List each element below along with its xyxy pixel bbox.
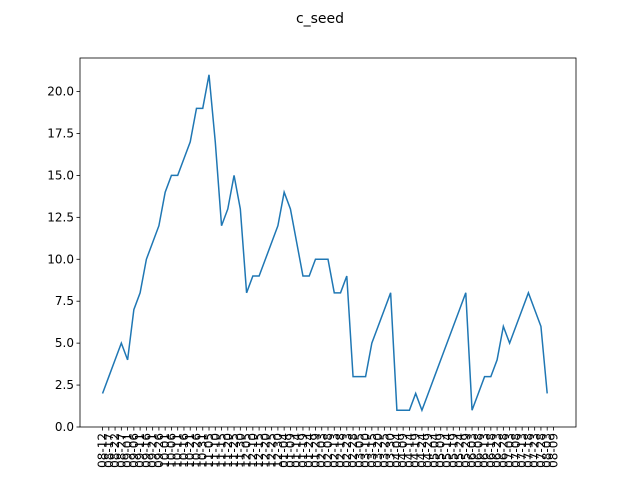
x-tick-label: 06-23 [490, 433, 504, 468]
x-tick-label: 03-05 [352, 433, 366, 468]
y-tick-label: 0.0 [55, 420, 74, 434]
x-tick-label: 01-24 [302, 433, 316, 468]
x-tick-label: 05-04 [427, 433, 441, 468]
x-tick-label: 09-26 [152, 433, 166, 468]
x-tick-label: 05-24 [453, 433, 467, 468]
x-tick-label: 08-22 [108, 433, 122, 468]
y-tick-label: 20.0 [47, 85, 74, 99]
x-tick-label: 03-15 [365, 433, 379, 468]
x-tick-label: 02-18 [334, 433, 348, 468]
x-tick-label: 03-20 [371, 433, 385, 468]
x-tick-label: 11-15 [215, 433, 229, 468]
x-tick-label: 01-14 [290, 433, 304, 468]
x-tick-label: 04-19 [409, 433, 423, 468]
x-tick-label: 12-10 [246, 433, 260, 468]
y-tick-label: 7.5 [55, 294, 74, 308]
x-tick-label: 02-03 [315, 433, 329, 468]
x-tick-label: 02-28 [346, 433, 360, 468]
x-tick-label: 11-30 [233, 433, 247, 468]
x-tick-label: 08-27 [114, 433, 128, 468]
x-tick-label: 07-13 [515, 433, 529, 468]
x-tick-label: 05-19 [446, 433, 460, 468]
x-tick-label: 02-08 [321, 433, 335, 468]
x-tick-label: 01-29 [308, 433, 322, 468]
x-tick-label: 11-20 [221, 433, 235, 468]
x-tick-label: 07-28 [534, 433, 548, 468]
x-tick-label: 08-12 [96, 433, 110, 468]
x-tick-label: 12-05 [240, 433, 254, 468]
x-tick-label: 06-03 [465, 433, 479, 468]
x-tick-label: 01-04 [277, 433, 291, 468]
y-tick-label: 15.0 [47, 168, 74, 182]
plot-frame [79, 57, 577, 428]
x-tick-label: 12-15 [252, 433, 266, 468]
x-tick-label: 05-29 [459, 433, 473, 468]
x-tick-label: 12-20 [258, 433, 272, 468]
x-tick-label: 11-10 [208, 433, 222, 468]
chart-title: c_seed [296, 11, 344, 27]
x-tick-label: 04-14 [402, 433, 416, 468]
data-line [101, 74, 548, 413]
x-tick-label: 03-25 [377, 433, 391, 468]
x-tick-label: 12-25 [265, 433, 279, 468]
x-tick-label: 08-03 [540, 433, 554, 468]
x-tick-label: 12-30 [271, 433, 285, 468]
x-tick-label: 02-13 [327, 433, 341, 468]
x-tick-label: 01-09 [283, 433, 297, 468]
y-tick-label: 2.5 [55, 378, 74, 392]
x-tick-label: 11-05 [202, 433, 216, 468]
x-tick-label: 08-17 [102, 433, 116, 468]
x-tick-label: 10-26 [189, 433, 203, 468]
x-tick-label: 10-31 [196, 433, 210, 468]
x-tick-label: 07-08 [509, 433, 523, 468]
x-tick-label: 10-01 [158, 433, 172, 468]
x-tick-label: 09-01 [121, 433, 135, 468]
x-tick-label: 07-18 [521, 433, 535, 468]
x-tick-label: 03-10 [359, 433, 373, 468]
x-tick-label: 10-21 [183, 433, 197, 468]
x-tick-label: 07-23 [528, 433, 542, 468]
x-tick-label: 06-13 [478, 433, 492, 468]
x-tick-label: 06-08 [471, 433, 485, 468]
x-tick-label: 05-09 [434, 433, 448, 468]
x-tick-label: 09-16 [139, 433, 153, 468]
x-tick-label: 02-23 [340, 433, 354, 468]
x-tick-label: 09-11 [133, 433, 147, 468]
x-tick-label: 03-30 [384, 433, 398, 468]
x-tick-label: 09-21 [146, 433, 160, 468]
x-tick-label: 04-04 [390, 433, 404, 468]
x-tick-label: 10-16 [177, 433, 191, 468]
x-tick-label: 08-09 [546, 433, 560, 468]
y-tick-label: 10.0 [47, 252, 74, 266]
y-tick-label: 17.5 [47, 126, 74, 140]
x-tick-label: 11-25 [227, 433, 241, 468]
x-tick-label: 06-28 [496, 433, 510, 468]
x-tick-label: 04-29 [421, 433, 435, 468]
x-tick-label: 01-19 [296, 433, 310, 468]
x-tick-label: 06-18 [484, 433, 498, 468]
x-tick-label: 10-06 [164, 433, 178, 468]
x-tick-label: 04-24 [415, 433, 429, 468]
x-tick-label: 05-14 [440, 433, 454, 468]
y-tick-label: 5.0 [55, 336, 74, 350]
x-tick-label: 09-06 [127, 433, 141, 468]
x-tick-label: 07-03 [503, 433, 517, 468]
x-tick-label: 10-11 [171, 433, 185, 468]
y-tick-label: 12.5 [47, 210, 74, 224]
x-tick-label: 04-09 [396, 433, 410, 468]
